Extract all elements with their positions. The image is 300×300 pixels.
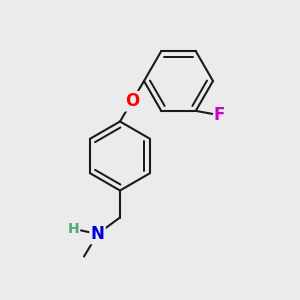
- Text: N: N: [91, 225, 104, 243]
- Text: F: F: [214, 106, 225, 124]
- Text: O: O: [125, 92, 139, 110]
- Text: H: H: [68, 222, 79, 236]
